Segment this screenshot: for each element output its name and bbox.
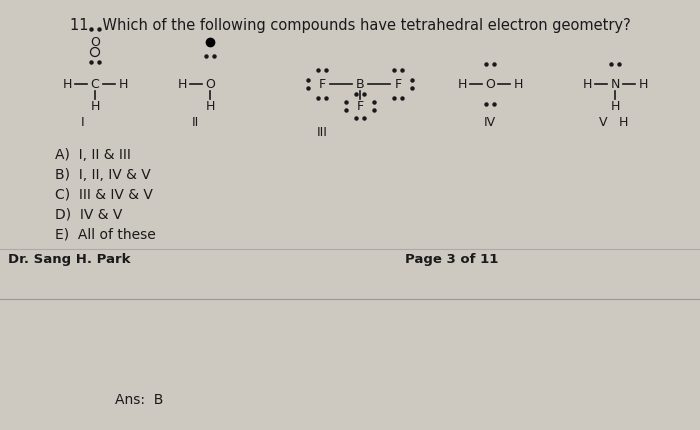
Text: H: H	[205, 100, 215, 113]
Text: B)  I, II, IV & V: B) I, II, IV & V	[55, 168, 150, 181]
Text: H: H	[118, 78, 127, 91]
Text: H: H	[638, 78, 648, 91]
Text: D)  IV & V: D) IV & V	[55, 208, 122, 221]
Text: IV: IV	[484, 116, 496, 129]
Text: II: II	[191, 116, 199, 129]
Text: Page 3 of 11: Page 3 of 11	[405, 253, 498, 266]
Text: H: H	[513, 78, 523, 91]
Text: H: H	[457, 78, 467, 91]
Text: I: I	[81, 116, 85, 129]
Text: N: N	[610, 78, 620, 91]
Text: E)  All of these: E) All of these	[55, 227, 155, 241]
Text: C: C	[90, 78, 99, 91]
Text: C)  III & IV & V: C) III & IV & V	[55, 187, 153, 202]
Text: A)  I, II & III: A) I, II & III	[55, 147, 131, 162]
Text: H: H	[90, 100, 99, 113]
Text: Ans:  B: Ans: B	[115, 392, 163, 406]
Text: H: H	[62, 78, 71, 91]
Text: F: F	[394, 78, 402, 91]
Text: O: O	[485, 78, 495, 91]
Text: 11.  Which of the following compounds have tetrahedral electron geometry?: 11. Which of the following compounds hav…	[69, 18, 631, 33]
Text: Dr. Sang H. Park: Dr. Sang H. Park	[8, 253, 130, 266]
Text: B: B	[356, 78, 364, 91]
Text: O: O	[90, 37, 100, 49]
Text: H: H	[177, 78, 187, 91]
Text: H: H	[582, 78, 592, 91]
Text: O: O	[205, 78, 215, 91]
Text: H: H	[618, 116, 628, 129]
Text: III: III	[316, 126, 328, 139]
Text: V: V	[598, 116, 608, 129]
Text: F: F	[318, 78, 326, 91]
Text: F: F	[356, 100, 363, 113]
Text: H: H	[610, 100, 620, 113]
